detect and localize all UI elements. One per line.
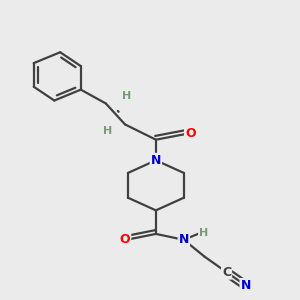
Text: C: C xyxy=(222,266,231,279)
Text: N: N xyxy=(241,279,251,292)
Text: O: O xyxy=(185,127,196,140)
Text: N: N xyxy=(151,154,161,167)
Text: H: H xyxy=(103,126,112,136)
Text: N: N xyxy=(179,233,189,246)
Text: H: H xyxy=(122,91,132,101)
Text: H: H xyxy=(199,228,208,238)
Text: O: O xyxy=(120,233,130,246)
